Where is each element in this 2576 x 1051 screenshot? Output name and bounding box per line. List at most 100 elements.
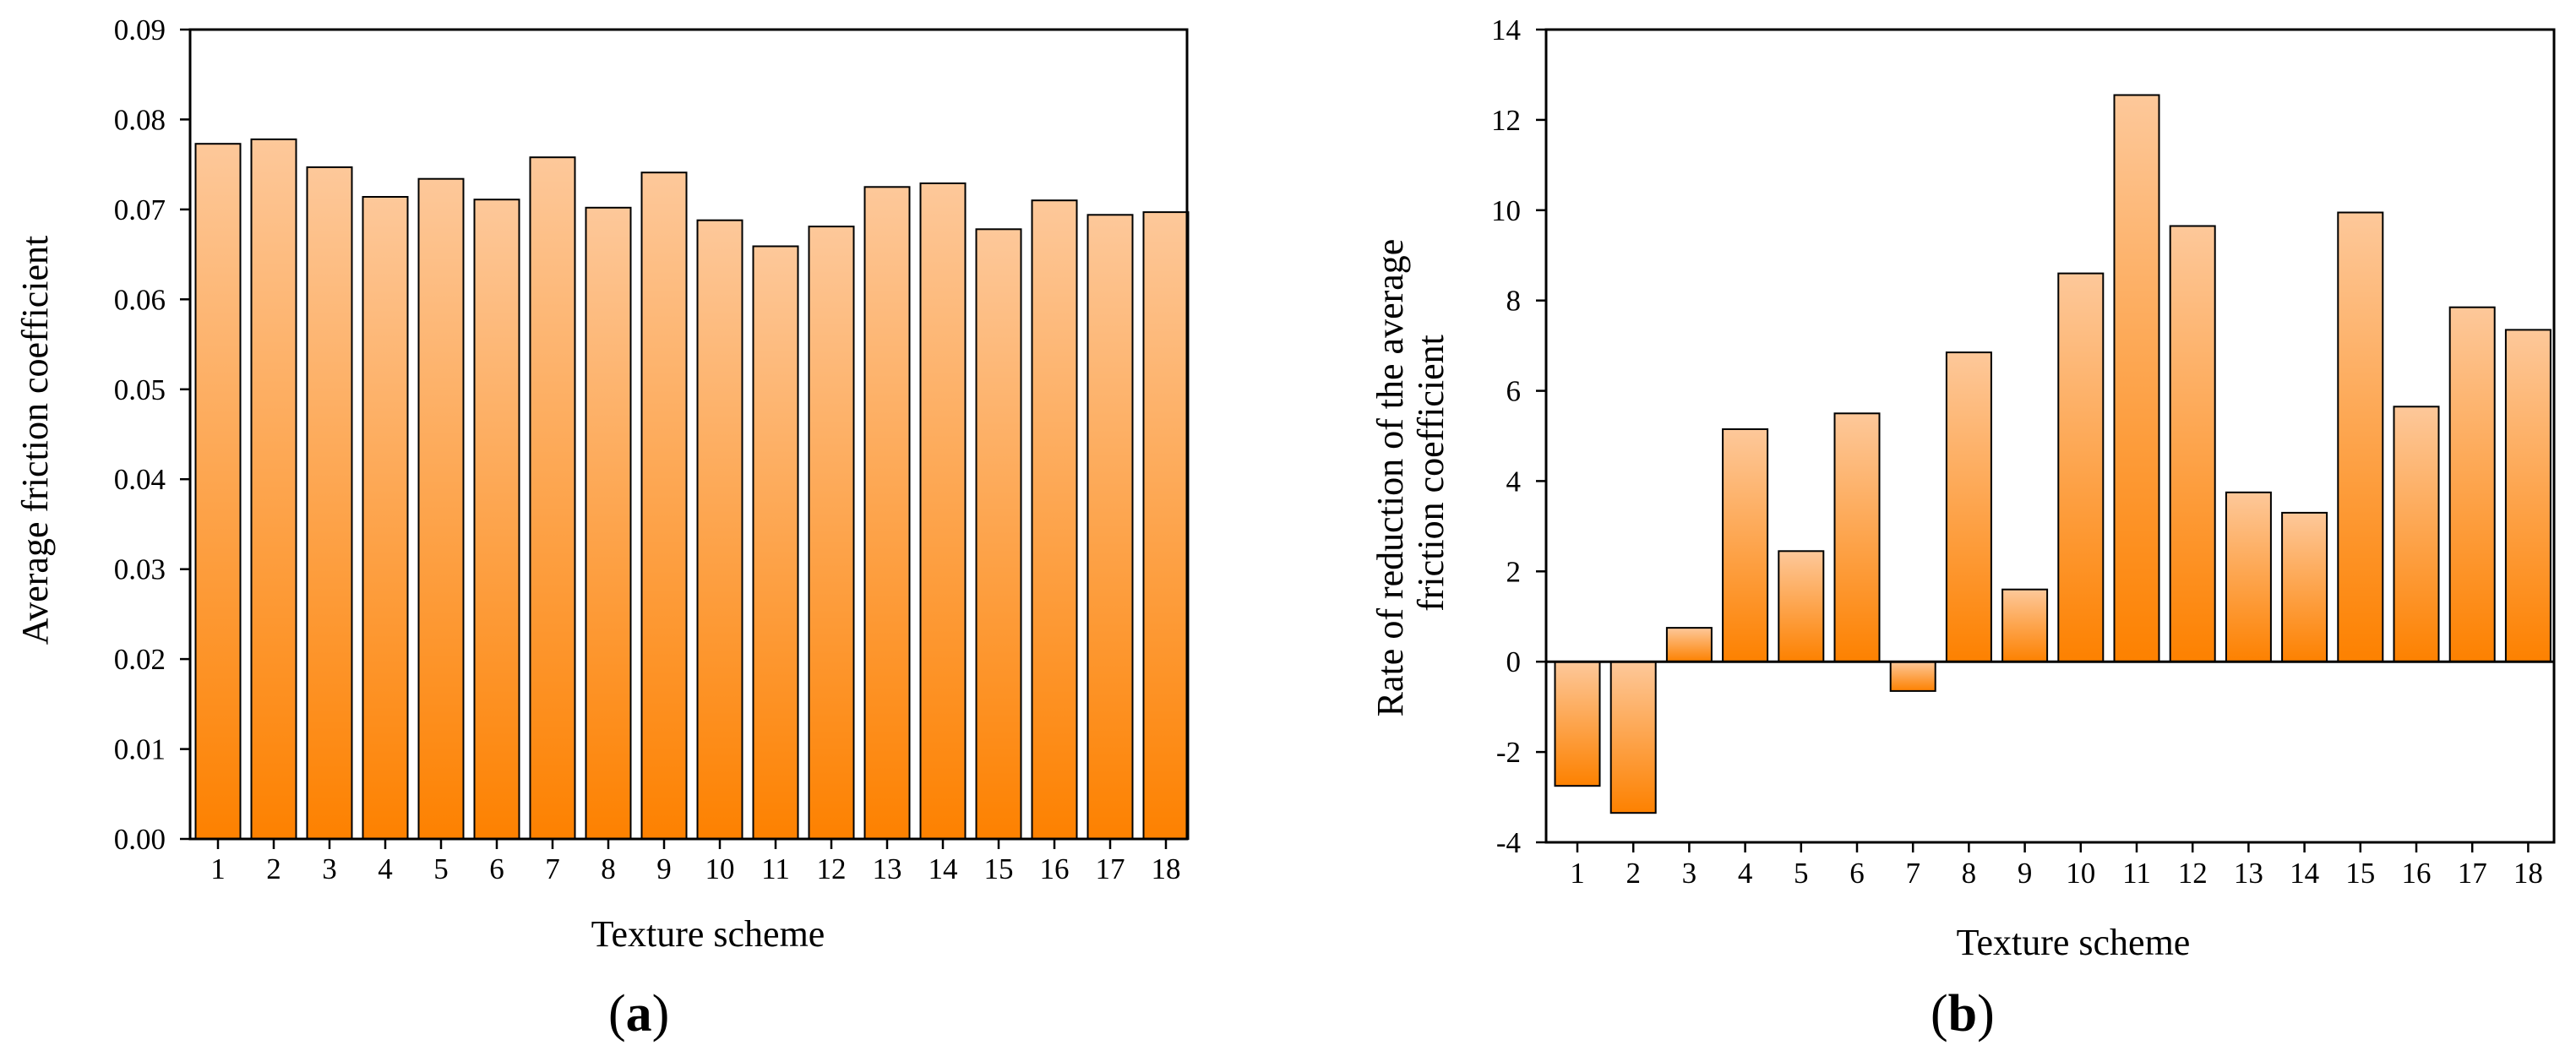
panel-b-x-tick-label: 2 <box>1626 857 1641 890</box>
panel-a-x-tick-label: 4 <box>378 852 393 885</box>
panel-b-bars <box>1554 94 2551 814</box>
panel-b-y-axis-title: Rate of reduction of the average frictio… <box>1370 230 1451 717</box>
panel-a-y-axis-title: Average friction coefficient <box>14 236 56 645</box>
panel-a-bar-11 <box>752 245 799 840</box>
panel-a-x-tick-label: 17 <box>1096 852 1125 885</box>
panel-b-bar-9 <box>2001 588 2049 663</box>
panel-a-bar-1 <box>194 143 242 840</box>
panel-b-bar-12 <box>2169 225 2216 663</box>
panel-b-label: (b) <box>1931 985 1995 1043</box>
panel-b-bar-10 <box>2057 272 2105 663</box>
panel-a-bar-5 <box>417 177 465 840</box>
panel-a-x-tick-label: 10 <box>705 852 735 885</box>
panel-a-x-tick-label: 11 <box>761 852 790 885</box>
panel-a-bar-4 <box>362 196 409 840</box>
panel-b-x-tick-label: 4 <box>1738 857 1753 890</box>
panel-b-x-tick-label: 6 <box>1849 857 1865 890</box>
panel-b-x-ticks: 1 2 3 4 5 6 7 8 9 10 11 12 13 14 15 16 17 18 <box>1570 842 2543 890</box>
panel-b-x-tick-label: 12 <box>2178 857 2208 890</box>
panel-b-y-tick-label: 12 <box>1491 104 1521 137</box>
panel-a-bar-9 <box>640 172 688 840</box>
panel-a-x-tick-label: 13 <box>873 852 902 885</box>
panel-a-x-tick-label: 9 <box>656 852 672 885</box>
panel-b-label-letter: b <box>1948 985 1977 1043</box>
panel-b-bar-16 <box>2393 406 2440 663</box>
panel-a-x-tick-label: 5 <box>433 852 449 885</box>
panel-b-y-axis-title-line-1: Rate of reduction of the average <box>1370 239 1411 717</box>
panel-b-bar-14 <box>2281 511 2328 663</box>
panel-b-y-tick-label: -2 <box>1496 736 1521 769</box>
panel-b-x-tick-label: 14 <box>2290 857 2319 890</box>
panel-a-x-tick-label: 1 <box>210 852 226 885</box>
panel-b-y-tick-label: 10 <box>1491 194 1521 227</box>
panel-a-bar-13 <box>863 186 911 841</box>
panel-a-bar-15 <box>975 228 1022 840</box>
panel-b-y-tick-label: 4 <box>1506 465 1522 498</box>
panel-b-y-tick-label: 6 <box>1506 375 1522 408</box>
panel-a-y-tick-label: 0.00 <box>114 823 166 856</box>
panel-a-y-tick-label: 0.06 <box>114 283 166 316</box>
panel-b-x-tick-label: 1 <box>1570 857 1585 890</box>
panel-a-label: (a) <box>608 985 669 1043</box>
panel-a-bar-16 <box>1031 199 1078 840</box>
panel-b-y-tick-label: 8 <box>1506 285 1522 318</box>
panel-b-x-tick-label: 17 <box>2458 857 2487 890</box>
panel-a-bar-10 <box>696 219 743 840</box>
panel-a-x-tick-label: 7 <box>545 852 560 885</box>
panel-b-y-axis-title-line-2: friction coefficient <box>1410 335 1451 612</box>
panel-a-x-tick-label: 12 <box>817 852 847 885</box>
panel-b-y-tick-label: 0 <box>1506 645 1522 678</box>
panel-b-x-tick-label: 5 <box>1794 857 1809 890</box>
panel-a-bar-7 <box>529 156 576 840</box>
panel-a-x-tick-label: 16 <box>1040 852 1070 885</box>
panel-b-y-tick-label: -4 <box>1496 826 1521 859</box>
panel-a-bars <box>194 138 1190 841</box>
panel-a-plot-frame <box>188 28 1189 841</box>
panel-b-bar-4 <box>1722 428 1769 663</box>
panel-b-bar-1 <box>1554 661 1601 787</box>
panel-b-x-tick-label: 7 <box>1905 857 1920 890</box>
panel-a-bar-3 <box>306 166 353 840</box>
panel-a-y-tick-label: 0.08 <box>114 103 166 136</box>
panel-b-bar-17 <box>2448 306 2496 663</box>
panel-b-x-tick-label: 8 <box>1962 857 1977 890</box>
panel-b-y-ticks: -4 -2 0 2 4 6 8 10 12 14 <box>1491 14 1546 859</box>
panel-a-bar-17 <box>1086 214 1134 841</box>
panel-b-axes <box>1544 28 2556 844</box>
panel-a-x-ticks: 1 2 3 4 5 6 7 8 9 10 11 12 13 14 15 16 17 18 <box>210 839 1181 885</box>
panel-b-bar-7 <box>1889 661 1936 692</box>
panel-b-x-tick-label: 13 <box>2234 857 2263 890</box>
panel-b-bar-8 <box>1945 351 1992 663</box>
panel-a-chart: 0.00 0.01 0.02 0.03 0.04 0.05 0.06 0.07 0.08 0.09… <box>14 14 1190 1043</box>
panel-b-x-axis-title: Texture scheme <box>1957 922 2191 963</box>
panel-b-bar-11 <box>2113 94 2160 663</box>
panel-a-y-tick-label: 0.03 <box>114 553 166 586</box>
panel-b-x-tick-label: 3 <box>1682 857 1697 890</box>
panel-a-x-tick-label: 14 <box>929 852 958 885</box>
panel-a-bar-18 <box>1142 211 1190 841</box>
panel-b-y-tick-label: 14 <box>1491 14 1521 46</box>
panel-b-bar-3 <box>1665 627 1713 663</box>
panel-a-axes <box>188 28 1189 841</box>
panel-a-x-tick-label: 18 <box>1152 852 1181 885</box>
panel-b-x-tick-label: 18 <box>2513 857 2543 890</box>
panel-a-bar-14 <box>919 182 967 840</box>
panel-b-x-tick-label: 11 <box>2122 857 2151 890</box>
panel-b-x-tick-label: 9 <box>2018 857 2033 890</box>
panel-a-y-tick-label: 0.09 <box>114 14 166 46</box>
panel-b-bar-15 <box>2337 211 2384 663</box>
panel-b-bar-2 <box>1609 661 1657 814</box>
panel-a-bar-6 <box>473 199 520 840</box>
panel-a-x-tick-label: 6 <box>489 852 504 885</box>
panel-b-bar-18 <box>2504 329 2551 663</box>
panel-b-bar-5 <box>1778 550 1825 663</box>
panel-a-y-tick-label: 0.02 <box>114 643 166 676</box>
panel-a-label-letter: a <box>626 985 652 1043</box>
panel-a-y-tick-label: 0.05 <box>114 373 166 406</box>
panel-b-y-tick-label: 2 <box>1506 555 1522 588</box>
panel-b-x-tick-label: 10 <box>2066 857 2095 890</box>
panel-a-bar-12 <box>808 226 855 841</box>
panel-a-x-tick-label: 2 <box>266 852 281 885</box>
